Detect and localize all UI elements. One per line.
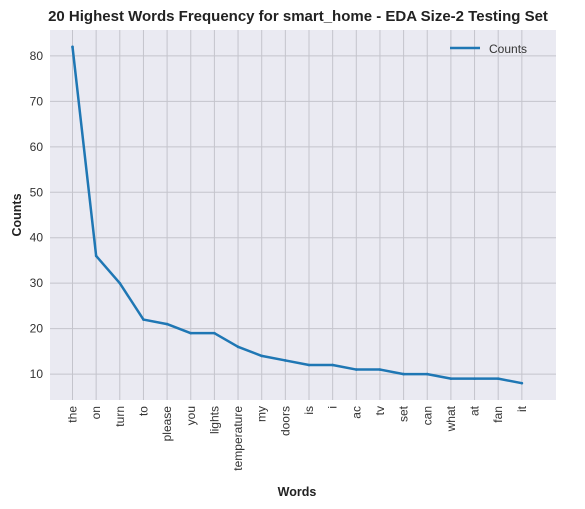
series-line — [71, 45, 524, 385]
x-tick-label: what — [444, 405, 458, 432]
y-tick-label: 10 — [30, 367, 44, 381]
x-tick-label: tv — [373, 406, 387, 415]
x-tick-label: my — [255, 406, 269, 422]
data-point — [165, 322, 169, 326]
data-point — [71, 45, 74, 49]
data-point — [94, 254, 98, 258]
x-tick-label: to — [136, 406, 150, 416]
series-layer — [71, 45, 524, 385]
x-tick-label: temperature — [231, 406, 245, 471]
data-point — [284, 359, 287, 362]
data-point — [307, 363, 311, 367]
data-point — [142, 318, 145, 321]
data-point — [402, 372, 405, 376]
x-tick-label: the — [66, 406, 80, 423]
y-tick-label: 80 — [30, 49, 44, 63]
y-tick-label: 40 — [30, 231, 44, 245]
y-tick-label: 50 — [30, 185, 44, 199]
grid — [50, 30, 556, 400]
y-tick-label: 70 — [30, 94, 44, 108]
data-point — [331, 363, 334, 367]
x-tick-label: fan — [491, 406, 505, 423]
data-point — [425, 372, 429, 376]
x-tick-label: doors — [278, 406, 292, 436]
x-axis-label: Words — [278, 485, 317, 499]
data-point — [118, 281, 122, 285]
x-tick-label: turn — [113, 406, 127, 427]
data-point — [378, 368, 382, 371]
x-tick-label: i — [326, 406, 340, 409]
data-point — [496, 377, 500, 380]
y-axis-label: Counts — [10, 193, 24, 236]
y-tick-label: 20 — [30, 322, 44, 336]
y-tick-label: 60 — [30, 140, 44, 154]
x-tick-label: can — [420, 406, 434, 425]
x-axis-ticks: the on turn to please you lights temperature my d… — [66, 405, 529, 470]
x-tick-label: it — [515, 405, 529, 412]
chart-title: 20 Highest Words Frequency for smart_hom… — [48, 8, 548, 25]
x-tick-label: lights — [207, 406, 221, 434]
x-tick-label: at — [468, 405, 482, 416]
legend-label: Counts — [489, 42, 527, 56]
legend: Counts — [450, 42, 527, 56]
data-point — [213, 331, 216, 335]
x-tick-label: ac — [349, 406, 363, 419]
data-point — [236, 345, 240, 349]
x-tick-label: is — [302, 406, 316, 415]
data-point — [260, 354, 264, 358]
data-point — [520, 381, 524, 385]
x-tick-label: you — [184, 406, 198, 425]
data-point — [355, 368, 358, 371]
x-tick-label: set — [397, 405, 411, 422]
data-point — [189, 331, 193, 335]
plot-area — [50, 30, 556, 400]
x-tick-label: please — [160, 406, 174, 442]
y-tick-label: 30 — [30, 276, 44, 290]
data-point — [449, 377, 453, 380]
y-axis-ticks: 10 20 30 40 50 60 70 80 — [30, 49, 44, 381]
data-point — [473, 377, 476, 380]
x-tick-label: on — [89, 406, 103, 419]
